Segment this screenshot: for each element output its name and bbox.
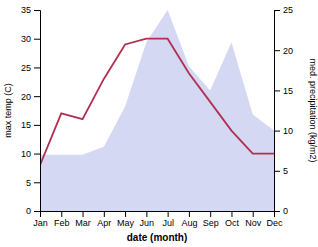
tick-label: 30 [21,34,31,44]
tick-label: 25 [283,5,293,15]
tick-label: 10 [283,126,293,136]
tick-label: 5 [26,178,31,188]
tick-label: 10 [21,149,31,159]
tick-label: Mar [75,218,91,228]
axis-line [275,11,281,212]
tick: Jun [140,211,155,228]
tick: 20 [21,92,40,102]
tick-mark [210,211,211,217]
tick-mark [34,67,40,68]
tick: Dec [266,211,283,228]
tick-mark [274,50,280,51]
tick-mark [34,182,40,183]
marks [40,10,274,211]
tick: 20 [274,46,293,56]
tick-mark [168,211,169,217]
tick: 0 [274,206,288,216]
tick-label: May [117,218,135,228]
tick-label: Dec [266,218,283,228]
tick-mark [253,211,254,217]
tick-label: Jan [33,218,48,228]
tick: 25 [21,63,40,73]
tick: Jul [162,211,174,228]
tick-mark [274,211,280,212]
tick: 5 [26,178,40,188]
tick-mark [34,211,40,212]
tick: Oct [225,211,240,228]
y-axis-title: max temp (C) [3,83,13,138]
tick-mark [274,10,280,11]
tick-mark [83,211,84,217]
tick: Apr [97,211,111,228]
tick: Aug [181,211,197,228]
tick-mark [189,211,190,217]
y2-axis: 0 5 10 15 20 25 [274,5,293,216]
tick-mark [274,171,280,172]
y2-axis-title: med. precipitation (kg/m2) [308,58,318,162]
tick-label: Jun [140,218,155,228]
tick-mark [274,131,280,132]
tick: Nov [245,211,262,228]
tick: 15 [274,86,293,96]
x-axis-title: date (month) [127,232,188,243]
tick: 5 [274,166,288,176]
tick: 0 [26,206,40,216]
tick: 25 [274,5,293,15]
tick: 15 [21,120,40,130]
tick-label: Apr [97,218,111,228]
tick: May [117,211,135,228]
tick-label: 25 [21,63,31,73]
tick-mark [61,211,62,217]
tick: 30 [21,34,40,44]
tick-label: 35 [21,5,31,15]
tick-mark [34,125,40,126]
tick-mark [231,211,232,217]
tick-mark [274,90,280,91]
tick-mark [125,211,126,217]
tick-label: Sep [203,218,219,228]
tick-label: Oct [225,218,240,228]
tick-mark [34,96,40,97]
tick-label: Nov [245,218,262,228]
axis-line [41,212,275,218]
tick: Feb [54,211,70,228]
tick-label: 20 [283,46,293,56]
tick-label: 0 [283,206,288,216]
tick: 10 [274,126,293,136]
y-axis: 0 5 10 15 20 25 30 35 [21,5,41,216]
tick-label: 15 [283,86,293,96]
tick: 10 [21,149,40,159]
tick-mark [34,39,40,40]
tick-label: 5 [283,166,288,176]
tick: 35 [21,5,40,15]
tick-label: Aug [181,218,197,228]
tick-label: Jul [162,218,174,228]
tick-label: Feb [54,218,70,228]
tick-label: 20 [21,92,31,102]
tick-mark [34,10,40,11]
line [40,39,274,165]
plot: JanFebMarAprMayJunJulAugSepOctNovDec0510… [21,5,293,228]
tick: Mar [75,211,91,228]
tick-mark [104,211,105,217]
area [40,10,274,211]
tick-mark [146,211,147,217]
tick-label: 15 [21,120,31,130]
axis-line [34,11,41,212]
tick: Jan [33,211,48,228]
tick-mark [34,154,40,155]
tick-label: 0 [26,206,31,216]
chart: JanFebMarAprMayJunJulAugSepOctNovDec0510… [0,0,318,247]
tick: Sep [203,211,219,228]
x-axis: Jan Feb Mar Apr May Jun Jul Aug Sep Oct Nov Dec [33,211,283,228]
